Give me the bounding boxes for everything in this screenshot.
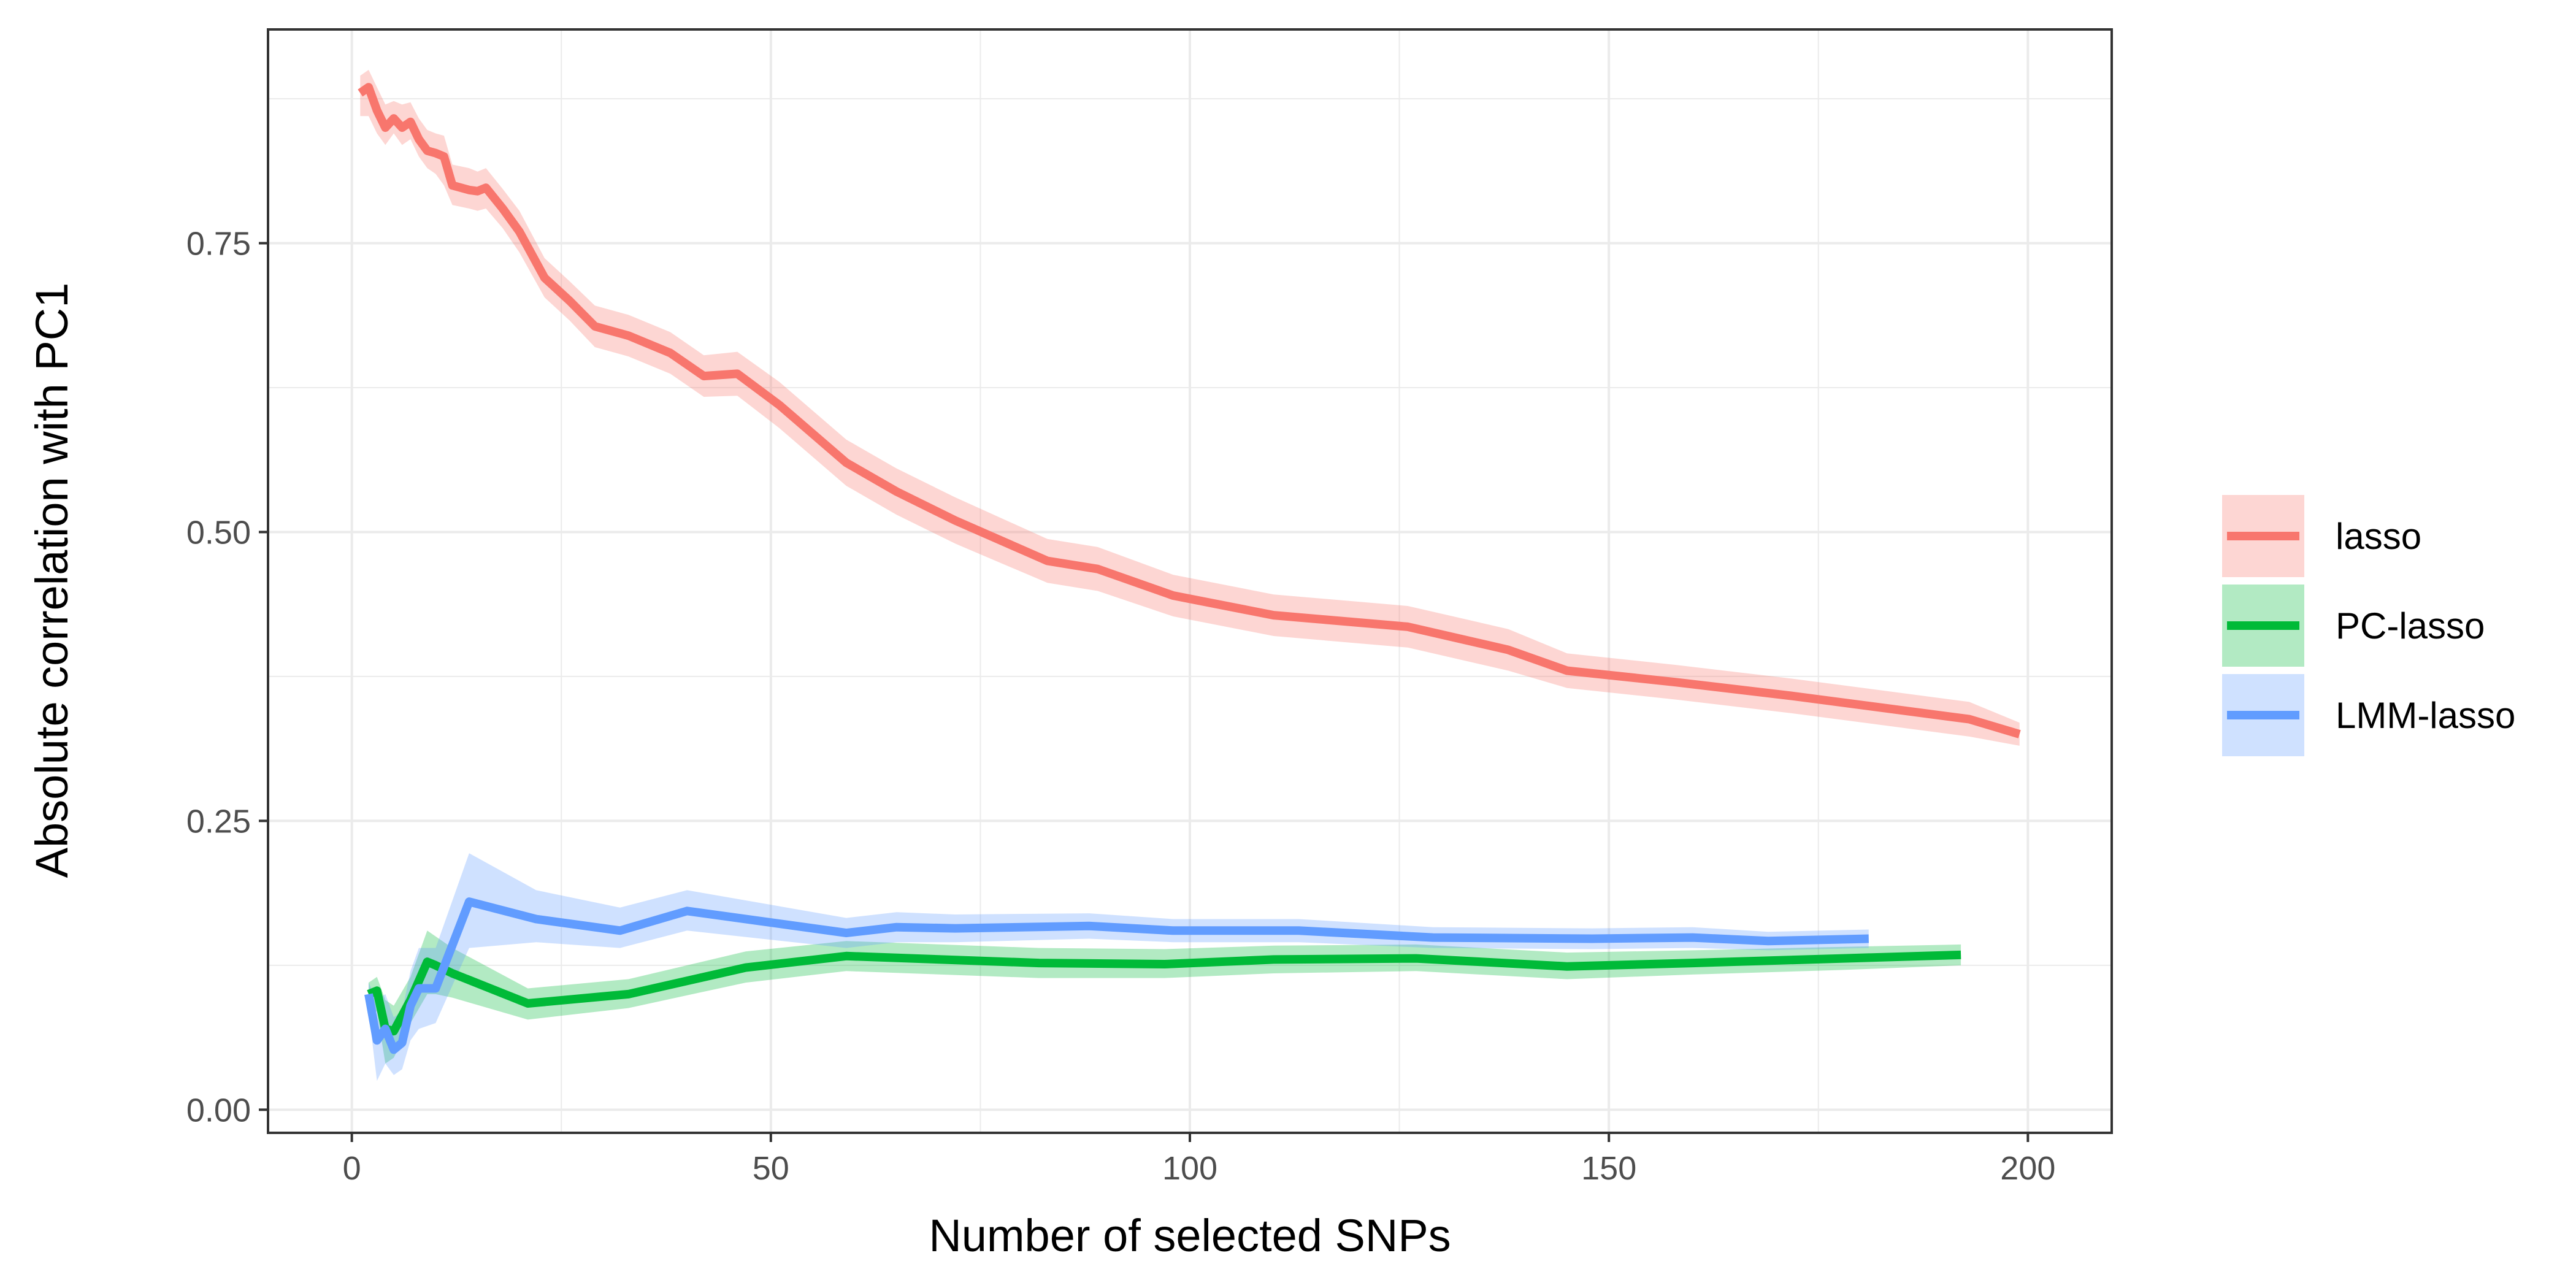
legend-item-lasso: lasso xyxy=(2222,495,2421,577)
x-tick-label: 150 xyxy=(1581,1150,1636,1187)
legend-label: lasso xyxy=(2336,516,2421,557)
plot-panel xyxy=(267,28,2113,1134)
legend-item-pc-lasso: PC-lasso xyxy=(2222,585,2485,667)
series-lines xyxy=(358,83,2021,1054)
y-tick-label: 0.00 xyxy=(186,1092,251,1129)
series-line-lmm-lasso xyxy=(364,897,1869,1054)
x-axis-title: Number of selected SNPs xyxy=(929,1210,1451,1261)
x-tick-label: 200 xyxy=(2000,1150,2055,1187)
series-line-pc-lasso xyxy=(367,950,1961,1036)
y-tick-label: 0.50 xyxy=(186,514,251,551)
grid-major xyxy=(268,29,2112,1133)
x-tick-label: 50 xyxy=(753,1150,789,1187)
x-axis: 0 50 100 150 200 xyxy=(343,1133,2055,1187)
x-tick-label: 100 xyxy=(1162,1150,1217,1187)
y-tick-label: 0.75 xyxy=(186,225,251,262)
series-line-lasso xyxy=(358,83,2021,738)
ribbon-lasso xyxy=(360,69,2020,746)
y-axis-title: Absolute correlation with PC1 xyxy=(26,283,77,878)
ribbon-lmm-lasso xyxy=(369,853,1869,1081)
legend: lasso PC-lasso LMM-lasso xyxy=(2222,495,2515,756)
legend-item-lmm-lasso: LMM-lasso xyxy=(2222,674,2515,756)
legend-label: PC-lasso xyxy=(2336,605,2485,646)
y-axis: 0.00 0.25 0.50 0.75 xyxy=(186,225,268,1129)
y-tick-label: 0.25 xyxy=(186,803,251,840)
legend-label: LMM-lasso xyxy=(2336,695,2515,736)
x-tick-label: 0 xyxy=(343,1150,361,1187)
